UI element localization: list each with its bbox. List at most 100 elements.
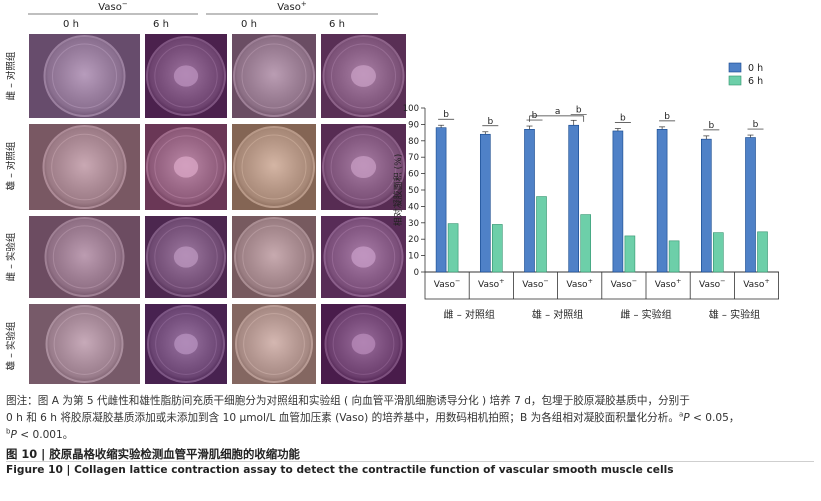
group-label: 雄 – 对照组 (532, 308, 583, 321)
well-inner-ring (331, 43, 396, 109)
figure-title-chinese: 图 10 | 胶原晶格收缩实验检测血管平滑肌细胞的收缩功能 (6, 447, 300, 461)
well-medium (235, 128, 313, 206)
well-inner-ring (242, 225, 306, 289)
y-tick-label: 0 (414, 268, 419, 278)
photo-well (321, 304, 406, 384)
time-header: 0 h (241, 19, 257, 30)
bar-6h (447, 223, 459, 273)
photo-well (29, 124, 140, 210)
well-medium (47, 307, 122, 381)
legend-swatch (728, 62, 742, 73)
significance-b: b (620, 114, 626, 124)
x-tick-label: Vaso+ (655, 277, 682, 290)
group-header-vaso-minus: Vaso− (98, 0, 128, 13)
photo-well (29, 34, 140, 118)
y-axis-label: 相对凝胶面积 (%) (392, 154, 404, 226)
caption-p2-rest: < 0.001。 (16, 429, 74, 441)
contracted-gel (351, 333, 376, 355)
caption-line2: 0 h 和 6 h 将胶原凝胶基质添加或未添加到含 10 μmol/L 血管加压… (6, 412, 679, 424)
well-inner-ring (243, 313, 305, 375)
caption-divider (6, 461, 814, 462)
photo-well (145, 216, 227, 298)
x-tick-label: Vaso− (434, 277, 461, 290)
photo-well (145, 34, 227, 118)
y-tick-label: 40 (408, 202, 419, 212)
bar-0h (745, 137, 756, 273)
bar-0h (612, 130, 624, 273)
bar-0h (435, 127, 447, 273)
time-header: 6 h (329, 19, 345, 30)
photo-well (232, 124, 316, 210)
well-inner-ring (241, 134, 307, 200)
well-inner-ring (155, 313, 217, 375)
well-medium (45, 37, 124, 115)
y-tick-label: 100 (403, 104, 419, 114)
y-tick-label: 60 (408, 170, 419, 180)
bar-0h (524, 129, 535, 273)
significance-b: b (753, 120, 759, 130)
group-header-vaso-plus: Vaso+ (277, 0, 307, 13)
figure-title-english: Figure 10 | Collagen lattice contraction… (6, 464, 674, 476)
x-tick-label: Vaso− (611, 277, 638, 290)
figure-caption: 图注：图 A 为第 5 代雌性和雄性脂肪间充质干细胞分为对照组和实验组 ( 向血… (6, 393, 814, 444)
caption-a-sup: a (678, 410, 684, 419)
bar-6h (580, 214, 592, 273)
significance-b: b (443, 110, 449, 120)
caption-prefix: 图注： (6, 395, 38, 407)
well-inner-ring (154, 135, 218, 199)
contracted-gel (173, 246, 199, 268)
y-tick-label: 80 (408, 137, 419, 147)
significance-b: b (664, 112, 670, 122)
well-inner-ring (154, 225, 218, 289)
bar-6h (757, 231, 768, 273)
caption-line1: 图 A 为第 5 代雌性和雄性脂肪间充质干细胞分为对照组和实验组 ( 向血管平滑… (37, 395, 690, 407)
well-inner-ring (332, 313, 395, 375)
contracted-gel (351, 246, 376, 268)
well-inner-ring (154, 44, 218, 108)
legend-swatch (728, 75, 742, 86)
bar-0h (656, 129, 668, 273)
y-tick-label: 70 (408, 153, 419, 163)
well-inner-ring (53, 313, 116, 375)
well-inner-ring (241, 43, 307, 109)
row-label: 雌 – 对照组 (5, 51, 17, 100)
photo-well (145, 124, 227, 210)
significance-a: a (555, 107, 561, 117)
legend-label: 6 h (748, 76, 763, 87)
caption-p2: P (10, 429, 17, 441)
y-tick-label: 10 (408, 252, 419, 262)
x-tick-label: Vaso+ (478, 277, 505, 290)
well-medium (237, 307, 311, 381)
photo-well (145, 304, 227, 384)
legend-label: 0 h (748, 63, 763, 74)
photo-well (321, 216, 406, 298)
y-tick-label: 50 (408, 186, 419, 196)
group-label: 雌 – 实验组 (620, 308, 671, 321)
bar-6h (624, 235, 636, 273)
well-inner-ring (330, 134, 397, 200)
x-tick-label: Vaso+ (743, 277, 770, 290)
panel-b-chart: 相对凝胶面积 (%) 0 10 20 30 40 50 60 70 80 90 100 b Vaso− b V… (392, 62, 780, 321)
y-tick-label: 20 (408, 235, 419, 245)
time-header: 0 h (63, 19, 79, 30)
well-inner-ring (51, 133, 118, 201)
photo-well (321, 124, 406, 210)
contracted-gel (173, 65, 199, 87)
bar-6h (712, 232, 724, 273)
caption-p1-rest: < 0.05， (689, 412, 740, 424)
bar-0h (700, 138, 712, 273)
caption-p1: P (683, 412, 690, 424)
well-medium (44, 127, 125, 207)
photo-well (232, 304, 316, 384)
row-label: 雌 – 实验组 (5, 232, 17, 281)
contracted-gel (351, 65, 376, 87)
contracted-gel (173, 156, 199, 178)
well-inner-ring (52, 43, 117, 109)
bar-0h (568, 124, 580, 273)
group-label: 雌 – 对照组 (444, 308, 495, 321)
photo-well (29, 304, 140, 384)
y-tick-label: 30 (408, 219, 419, 229)
row-label: 雄 – 实验组 (5, 321, 17, 370)
